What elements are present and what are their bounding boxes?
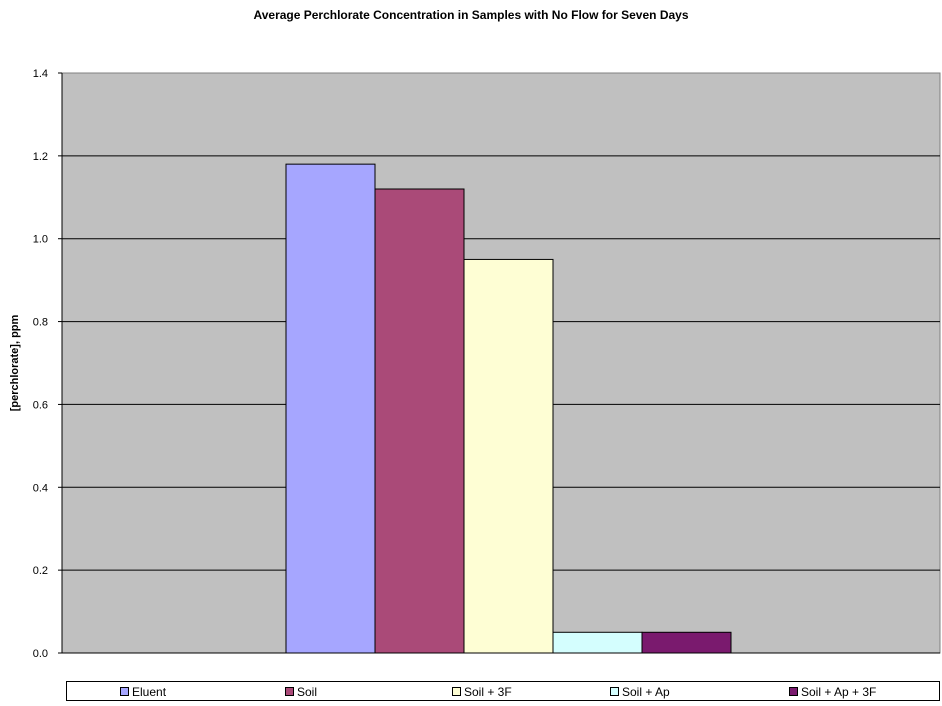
legend-label: Soil + Ap <box>622 685 670 699</box>
chart-title: Average Perchlorate Concentration in Sam… <box>253 8 689 22</box>
legend-label: Eluent <box>132 685 167 699</box>
legend-item: Soil + Ap <box>610 685 670 699</box>
legend-item: Soil + 3F <box>452 685 512 699</box>
y-ticks: 0.0 0.2 0.4 0.6 0.8 1.0 1.2 1.4 <box>33 68 62 660</box>
bar-eluent <box>285 163 376 654</box>
legend-label: Soil <box>297 685 318 699</box>
y-tick-label: 0.6 <box>33 399 48 411</box>
y-tick-label: 0.4 <box>33 482 48 494</box>
legend-item: Soil <box>285 685 317 699</box>
bar-soil-3f <box>463 258 554 654</box>
bar-soil <box>374 188 465 654</box>
y-axis-title: [perchlorate], ppm <box>9 315 21 412</box>
y-tick-label: 0.0 <box>33 648 48 660</box>
legend-swatch <box>789 687 798 697</box>
legend-label: Soil + 3F <box>464 685 512 699</box>
legend-item: Eluent <box>120 685 166 699</box>
bar-soil-ap <box>552 631 643 654</box>
bar-soil-ap-3f <box>641 631 732 654</box>
legend: Eluent Soil Soil + 3F Soil + Ap Soil + Ap + … <box>66 681 940 701</box>
y-tick-label: 0.2 <box>33 565 48 577</box>
legend-swatch <box>120 687 129 697</box>
bars <box>285 163 732 654</box>
y-tick-label: 0.8 <box>33 317 48 329</box>
y-tick-label: 1.4 <box>33 68 48 80</box>
y-tick-label: 1.2 <box>33 151 48 163</box>
legend-swatch <box>610 687 619 697</box>
legend-label: Soil + Ap + 3F <box>801 685 877 699</box>
legend-item: Soil + Ap + 3F <box>789 685 876 699</box>
y-tick-label: 1.0 <box>33 234 48 246</box>
legend-swatch <box>452 687 461 697</box>
legend-swatch <box>285 687 294 697</box>
